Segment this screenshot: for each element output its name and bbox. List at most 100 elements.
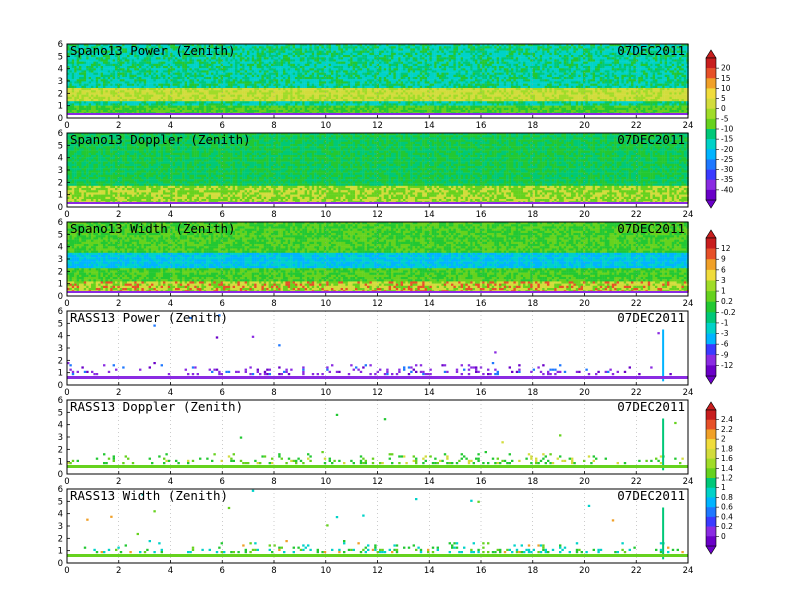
heatmap-cell — [271, 77, 274, 79]
heatmap-cell — [437, 97, 440, 99]
heatmap-cell — [86, 101, 89, 103]
heatmap-cell — [283, 99, 286, 101]
heatmap-cell — [197, 110, 200, 112]
heatmap-cell — [391, 99, 394, 101]
heatmap-cell — [209, 106, 212, 108]
heatmap-cell — [175, 99, 178, 101]
heatmap-cell — [72, 77, 75, 79]
heatmap-cell — [348, 64, 351, 66]
heatmap-cell — [132, 68, 135, 70]
heatmap-cell — [329, 92, 332, 94]
heatmap-cell — [206, 86, 209, 88]
heatmap-cell — [425, 75, 428, 77]
heatmap-cell — [372, 51, 375, 53]
heatmap-cell — [362, 81, 365, 83]
heatmap-cell — [276, 92, 279, 94]
heatmap-cell — [439, 62, 442, 64]
heatmap-cell — [235, 95, 238, 97]
heatmap-cell — [273, 86, 276, 88]
heatmap-cell — [242, 70, 245, 72]
heatmap-cell — [350, 64, 353, 66]
heatmap-cell — [110, 68, 113, 70]
heatmap-cell — [144, 90, 147, 92]
heatmap-cell — [216, 79, 219, 81]
heatmap-cell — [91, 68, 94, 70]
heatmap-cell — [252, 90, 255, 92]
heatmap-cell — [249, 77, 252, 79]
heatmap-cell — [312, 77, 315, 79]
heatmap-cell — [336, 66, 339, 68]
heatmap-cell — [386, 75, 389, 77]
heatmap-cell — [197, 86, 200, 88]
heatmap-cell — [235, 66, 238, 68]
heatmap-cell — [264, 68, 267, 70]
heatmap-cell — [204, 86, 207, 88]
heatmap-cell — [259, 68, 262, 70]
heatmap-cell — [360, 92, 363, 94]
heatmap-cell — [427, 77, 430, 79]
heatmap-cell — [314, 53, 317, 55]
heatmap-cell — [185, 62, 188, 64]
heatmap-cell — [305, 92, 308, 94]
heatmap-cell — [331, 92, 334, 94]
heatmap-cell — [417, 103, 420, 105]
heatmap-cell — [326, 68, 329, 70]
heatmap-cell — [137, 84, 140, 86]
heatmap-cell — [216, 97, 219, 99]
heatmap-cell — [113, 84, 116, 86]
heatmap-cell — [72, 64, 75, 66]
heatmap-cell — [96, 86, 99, 88]
heatmap-cell — [151, 59, 154, 61]
heatmap-cell — [180, 110, 183, 112]
heatmap-cell — [293, 88, 296, 90]
heatmap-cell — [369, 75, 372, 77]
heatmap-cell — [132, 97, 135, 99]
heatmap-cell — [367, 68, 370, 70]
heatmap-cell — [245, 77, 248, 79]
heatmap-cell — [403, 110, 406, 112]
heatmap-cell — [201, 84, 204, 86]
heatmap-cell — [264, 55, 267, 57]
heatmap-cell — [201, 110, 204, 112]
heatmap-cell — [355, 110, 358, 112]
heatmap-cell — [105, 68, 108, 70]
heatmap-cell — [343, 62, 346, 64]
heatmap-cell — [261, 59, 264, 61]
heatmap-cell — [149, 86, 152, 88]
heatmap-cell — [113, 103, 116, 105]
heatmap-cell — [269, 97, 272, 99]
heatmap-cell — [180, 103, 183, 105]
heatmap-cell — [290, 53, 293, 55]
heatmap-cell — [307, 70, 310, 72]
heatmap-cell — [209, 90, 212, 92]
heatmap-cell — [245, 64, 248, 66]
heatmap-cell — [86, 99, 89, 101]
heatmap-cell — [365, 62, 368, 64]
heatmap-cell — [276, 64, 279, 66]
heatmap-cell — [353, 59, 356, 61]
heatmap-cell — [185, 88, 188, 90]
heatmap-cell — [377, 108, 380, 110]
heatmap-cell — [175, 79, 178, 81]
heatmap-cell — [204, 92, 207, 94]
heatmap-cell — [365, 86, 368, 88]
heatmap-cell — [439, 79, 442, 81]
heatmap-cell — [204, 68, 207, 70]
heatmap-cell — [345, 106, 348, 108]
heatmap-cell — [103, 101, 106, 103]
heatmap-cell — [276, 75, 279, 77]
heatmap-cell — [367, 86, 370, 88]
heatmap-cell — [396, 103, 399, 105]
heatmap-cell — [384, 88, 387, 90]
heatmap-cell — [309, 70, 312, 72]
heatmap-cell — [69, 99, 72, 101]
heatmap-cell — [331, 110, 334, 112]
heatmap-cell — [343, 103, 346, 105]
heatmap-cell — [372, 92, 375, 94]
heatmap-cell — [314, 59, 317, 61]
heatmap-cell — [242, 110, 245, 112]
heatmap-cell — [434, 101, 437, 103]
heatmap-cell — [309, 106, 312, 108]
heatmap-cell — [314, 73, 317, 75]
heatmap-cell — [261, 81, 264, 83]
